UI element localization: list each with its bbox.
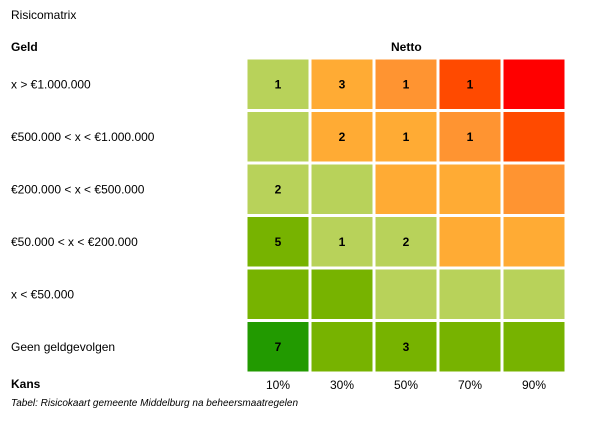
heatmap-cell [375,269,437,319]
heatmap-cell [247,322,309,372]
heatmap-cell [311,217,373,267]
y-axis-title: Geld [11,40,38,54]
heatmap-cells: 1 3 1 1 2 1 1 2 5 1 2 7 3 [247,59,565,372]
heatmap-cell [439,269,501,319]
heatmap-cell [375,217,437,267]
cell-count: 1 [467,77,474,91]
cell-count: 1 [275,77,282,91]
heatmap-cell [439,164,501,214]
heatmap-cell [503,322,565,372]
heatmap-cell [503,59,565,109]
heatmap-cell [503,269,565,319]
heatmap-cell [439,112,501,162]
heatmap-cell [311,269,373,319]
table-caption: Tabel: Risicokaart gemeente Middelburg n… [11,398,299,409]
row-label: x < €50.000 [11,287,74,301]
cell-count: 7 [275,340,282,354]
heatmap-cell [439,59,501,109]
row-label: €50.000 < x < €200.000 [11,235,138,249]
column-label: 90% [522,378,546,392]
heatmap-cell [247,217,309,267]
heatmap-cell [311,59,373,109]
cell-count: 5 [275,235,282,249]
column-label: 30% [330,378,354,392]
heatmap-cell [311,112,373,162]
heatmap-cell [375,164,437,214]
row-label: €200.000 < x < €500.000 [11,182,145,196]
heatmap-cell [247,164,309,214]
x-axis-title: Kans [11,377,41,391]
column-label: 70% [458,378,482,392]
heatmap-cell [311,322,373,372]
heatmap-cell [375,59,437,109]
column-label: 10% [266,378,290,392]
column-label: 50% [394,378,418,392]
cell-count: 1 [339,235,346,249]
heatmap-cell [247,59,309,109]
heatmap-cell [439,322,501,372]
heatmap-cell [375,112,437,162]
row-label: €500.000 < x < €1.000.000 [11,130,155,144]
heatmap-cell [439,217,501,267]
heatmap-cell [247,269,309,319]
row-label: x > €1.000.000 [11,77,91,91]
cell-count: 2 [339,130,346,144]
heatmap-cell [503,112,565,162]
heatmap-cell [503,164,565,214]
cell-count: 1 [403,77,410,91]
cell-count: 3 [403,340,410,354]
row-labels: x > €1.000.000 €500.000 < x < €1.000.000 €… [11,77,155,354]
cell-count: 1 [467,130,474,144]
cell-count: 1 [403,130,410,144]
chart-title: Netto [391,40,422,54]
column-labels: 10% 30% 50% 70% 90% [266,378,546,392]
heatmap-cell [247,112,309,162]
row-label: Geen geldgevolgen [11,340,115,354]
cell-count: 2 [403,235,410,249]
heatmap-cell [311,164,373,214]
page-title: Risicomatrix [11,8,77,22]
cell-count: 3 [339,77,346,91]
cell-count: 2 [275,182,282,196]
heatmap-cell [375,322,437,372]
heatmap-cell [503,217,565,267]
